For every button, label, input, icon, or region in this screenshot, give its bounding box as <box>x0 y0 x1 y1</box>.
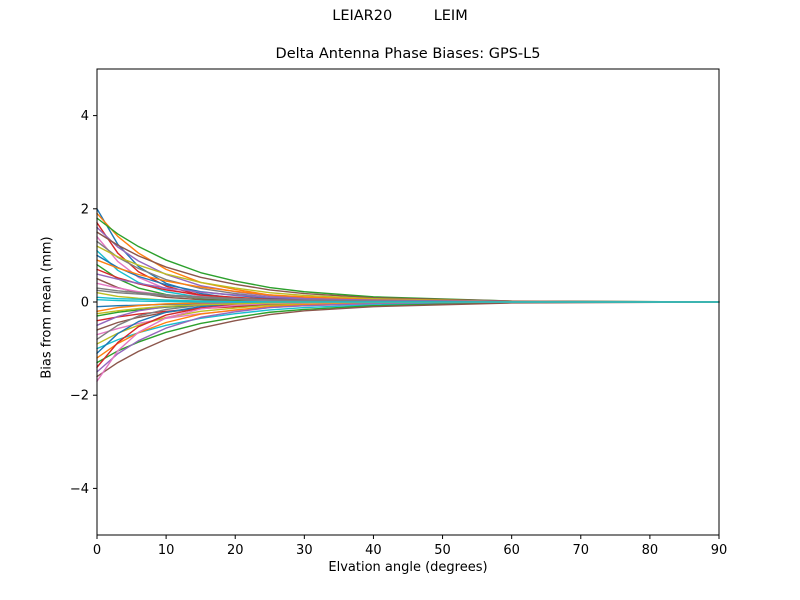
x-tick-label: 10 <box>158 543 175 558</box>
x-tick-label: 0 <box>93 543 101 558</box>
x-tick-label: 90 <box>711 543 728 558</box>
y-tick-label: −2 <box>70 389 89 404</box>
series-line <box>96 301 720 378</box>
y-tick-label: −4 <box>70 482 89 497</box>
y-tick-label: 0 <box>81 296 89 311</box>
x-tick-label: 70 <box>573 543 590 558</box>
x-tick-label: 20 <box>227 543 244 558</box>
series-line <box>96 273 720 303</box>
y-tick-label: 2 <box>81 202 89 217</box>
x-tick-label: 30 <box>296 543 313 558</box>
figure-suptitle: LEIAR20 LEIM <box>332 8 468 24</box>
x-tick-label: 40 <box>365 543 382 558</box>
series-line <box>96 301 720 382</box>
series-line <box>96 212 720 303</box>
series-line <box>96 231 720 303</box>
x-tick-label: 50 <box>434 543 451 558</box>
x-axis-label: Elvation angle (degrees) <box>328 560 488 575</box>
y-tick-label: 4 <box>81 109 89 124</box>
series-line <box>96 298 720 303</box>
series-line <box>96 208 720 303</box>
x-tick-label: 60 <box>503 543 520 558</box>
x-tick-label: 80 <box>642 543 659 558</box>
axes-title: Delta Antenna Phase Biases: GPS-L5 <box>275 46 541 62</box>
y-axis-label: Bias from mean (mm) <box>39 236 55 379</box>
